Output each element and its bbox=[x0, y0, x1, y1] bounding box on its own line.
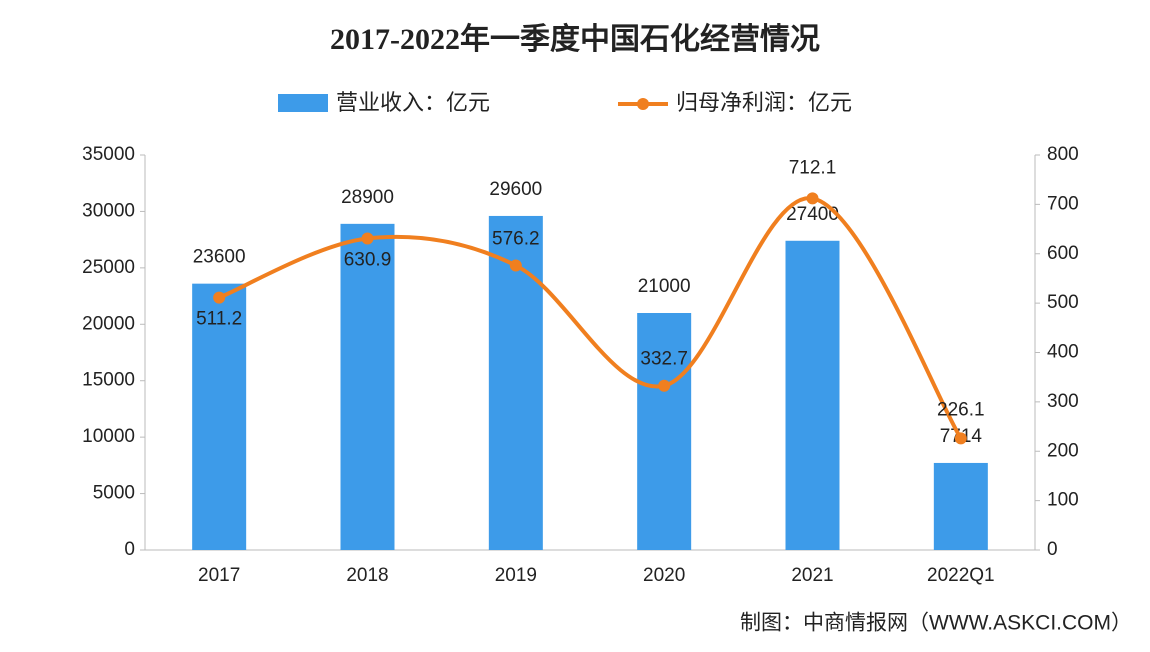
line-label: 576.2 bbox=[492, 229, 540, 250]
y-tick-label: 35000 bbox=[82, 144, 135, 165]
bar bbox=[785, 240, 840, 550]
legend-swatch bbox=[637, 98, 649, 110]
line-point bbox=[954, 432, 967, 445]
legend-label: 归母净利润：亿元 bbox=[676, 90, 852, 115]
y-tick-label: 15000 bbox=[82, 370, 135, 391]
bar bbox=[340, 223, 395, 551]
y2-tick-label: 500 bbox=[1047, 292, 1079, 313]
y-tick-label: 0 bbox=[124, 539, 135, 560]
line-point bbox=[658, 379, 671, 392]
bar bbox=[488, 215, 543, 550]
x-tick-label: 2019 bbox=[495, 565, 537, 586]
line-label: 630.9 bbox=[344, 250, 392, 271]
line-label: 332.7 bbox=[640, 349, 688, 370]
y2-tick-label: 100 bbox=[1047, 490, 1079, 511]
y2-tick-label: 400 bbox=[1047, 342, 1079, 363]
x-tick-label: 2018 bbox=[346, 565, 388, 586]
bar bbox=[637, 313, 692, 550]
y2-tick-label: 600 bbox=[1047, 243, 1079, 264]
y-tick-label: 5000 bbox=[93, 483, 135, 504]
bar-label: 21000 bbox=[638, 276, 691, 297]
source: 制图：中商情报网（WWW.ASKCI.COM） bbox=[740, 612, 1132, 635]
y2-tick-label: 200 bbox=[1047, 440, 1079, 461]
bar-label: 28900 bbox=[341, 187, 394, 208]
legend-swatch bbox=[278, 94, 328, 112]
line-label: 712.1 bbox=[789, 157, 837, 178]
line-label: 511.2 bbox=[196, 309, 242, 330]
x-tick-label: 2021 bbox=[791, 565, 833, 586]
y-tick-label: 25000 bbox=[82, 257, 135, 278]
legend-label: 营业收入：亿元 bbox=[336, 90, 490, 115]
bar-label: 27400 bbox=[786, 204, 839, 225]
line-point bbox=[361, 232, 374, 245]
x-tick-label: 2022Q1 bbox=[927, 565, 995, 586]
x-tick-label: 2020 bbox=[643, 565, 685, 586]
y-tick-label: 30000 bbox=[82, 200, 135, 221]
y-tick-label: 10000 bbox=[82, 426, 135, 447]
line-point bbox=[213, 291, 226, 304]
y2-tick-label: 700 bbox=[1047, 193, 1079, 214]
y-tick-label: 20000 bbox=[82, 313, 135, 334]
line-point bbox=[509, 259, 522, 272]
chart-title: 2017-2022年一季度中国石化经营情况 bbox=[330, 22, 820, 56]
line-label: 226.1 bbox=[937, 399, 985, 420]
y2-tick-label: 800 bbox=[1047, 144, 1079, 165]
bar bbox=[192, 283, 247, 550]
y2-tick-label: 300 bbox=[1047, 391, 1079, 412]
line bbox=[218, 196, 963, 440]
bar-label: 23600 bbox=[193, 247, 246, 268]
bar-label: 29600 bbox=[489, 179, 542, 200]
line-point bbox=[806, 192, 819, 205]
x-tick-label: 2017 bbox=[198, 565, 240, 586]
y2-tick-label: 0 bbox=[1047, 539, 1058, 560]
bar bbox=[933, 462, 988, 550]
